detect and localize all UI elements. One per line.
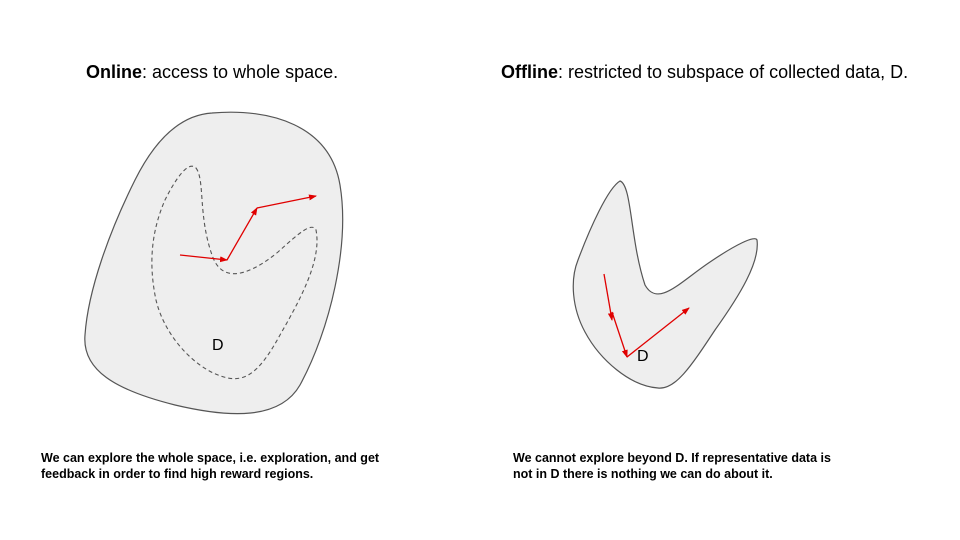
online-caption-line-1: We can explore the whole space, i.e. exp… [41,451,380,465]
offline-title-rest: : restricted to subspace of collected da… [558,62,909,82]
offline-caption-line-1: We cannot explore beyond D. If represent… [513,451,831,465]
offline-data-region [572,180,758,389]
offline-arrow-1 [603,273,614,321]
online-title-rest: : access to whole space. [142,62,339,82]
online-title-bold: Online [86,62,143,82]
online-data-subspace-outline [151,165,318,380]
offline-caption-line-2: not in D there is nothing we can do abou… [513,467,773,481]
offline-arrow-2 [611,311,628,358]
offline-title: Offline: restricted to subspace of colle… [501,61,908,83]
online-whole-space-region [84,111,344,415]
online-arrow-1 [179,254,228,263]
offline-arrow-3 [626,307,690,358]
online-caption-line-2: feedback in order to find high reward re… [41,467,314,481]
offline-region-label: D [637,348,649,365]
offline-title-bold: Offline [501,62,558,82]
offline-caption: We cannot explore beyond D. If represent… [513,450,913,482]
online-arrow-2 [226,207,258,261]
online-caption: We can explore the whole space, i.e. exp… [41,450,441,482]
online-region-label: D [212,337,224,354]
online-title: Online: access to whole space. [86,61,338,83]
online-arrow-3 [256,194,317,209]
